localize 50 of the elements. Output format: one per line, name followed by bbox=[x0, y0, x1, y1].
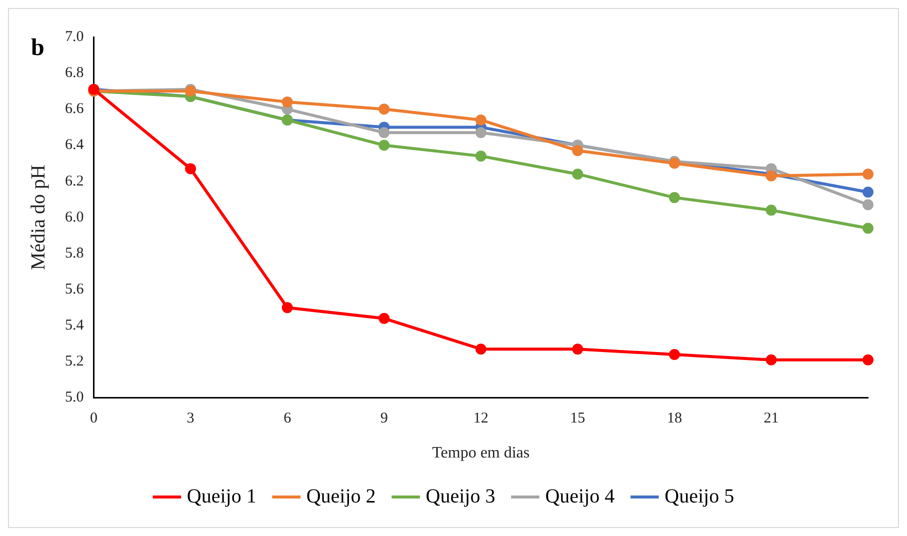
y-tick-label: 7.0 bbox=[65, 28, 84, 45]
y-tick-label: 5.2 bbox=[65, 354, 84, 370]
x-tick-label: 3 bbox=[186, 410, 194, 427]
point bbox=[862, 199, 874, 210]
y-tick-label: 6.2 bbox=[65, 173, 84, 190]
point bbox=[185, 163, 196, 174]
y-tick-label: 6.4 bbox=[65, 137, 84, 154]
point bbox=[475, 150, 486, 162]
point bbox=[475, 344, 486, 355]
x-tick-label: 15 bbox=[570, 410, 586, 427]
x-tick-label: 21 bbox=[764, 410, 779, 427]
point bbox=[572, 344, 584, 355]
y-tick-label: 5.8 bbox=[65, 245, 84, 262]
y-tick-label: 5.6 bbox=[65, 281, 84, 298]
point bbox=[378, 127, 390, 138]
text: b bbox=[31, 35, 44, 62]
x-tick-label: 12 bbox=[473, 410, 488, 427]
point bbox=[378, 312, 390, 324]
y-tick-label: 5.4 bbox=[65, 318, 84, 334]
legend-label: Queijo 4 bbox=[545, 485, 615, 508]
legend-label: Queijo 5 bbox=[664, 485, 734, 508]
point bbox=[378, 140, 390, 151]
y-tick-label: 6.0 bbox=[65, 209, 84, 226]
y-tick-label: 6.6 bbox=[65, 101, 84, 118]
x-tick-label: 18 bbox=[666, 410, 682, 427]
point bbox=[766, 354, 777, 366]
x-axis-title: Tempo em dias bbox=[432, 444, 530, 462]
legend-label: Queijo 2 bbox=[306, 485, 376, 508]
point bbox=[862, 186, 874, 198]
point bbox=[862, 222, 874, 234]
point bbox=[862, 354, 874, 366]
y-axis-title: Média do pH bbox=[27, 164, 50, 270]
x-tick-label: 0 bbox=[90, 410, 98, 427]
point bbox=[282, 96, 293, 108]
x-tick-label: 6 bbox=[284, 410, 292, 427]
point bbox=[668, 349, 680, 360]
point bbox=[862, 168, 874, 180]
legend-label: Queijo 1 bbox=[186, 485, 256, 508]
y-tick-label: 5.0 bbox=[65, 390, 84, 406]
point bbox=[378, 104, 390, 115]
x-tick-label: 9 bbox=[380, 410, 388, 427]
point bbox=[572, 168, 584, 180]
point bbox=[282, 302, 293, 314]
point bbox=[475, 114, 486, 126]
point bbox=[766, 204, 777, 216]
point bbox=[668, 192, 680, 204]
point bbox=[572, 145, 584, 156]
point bbox=[475, 127, 486, 138]
legend-label: Queijo 3 bbox=[426, 485, 496, 508]
y-tick-label: 6.8 bbox=[65, 65, 84, 82]
